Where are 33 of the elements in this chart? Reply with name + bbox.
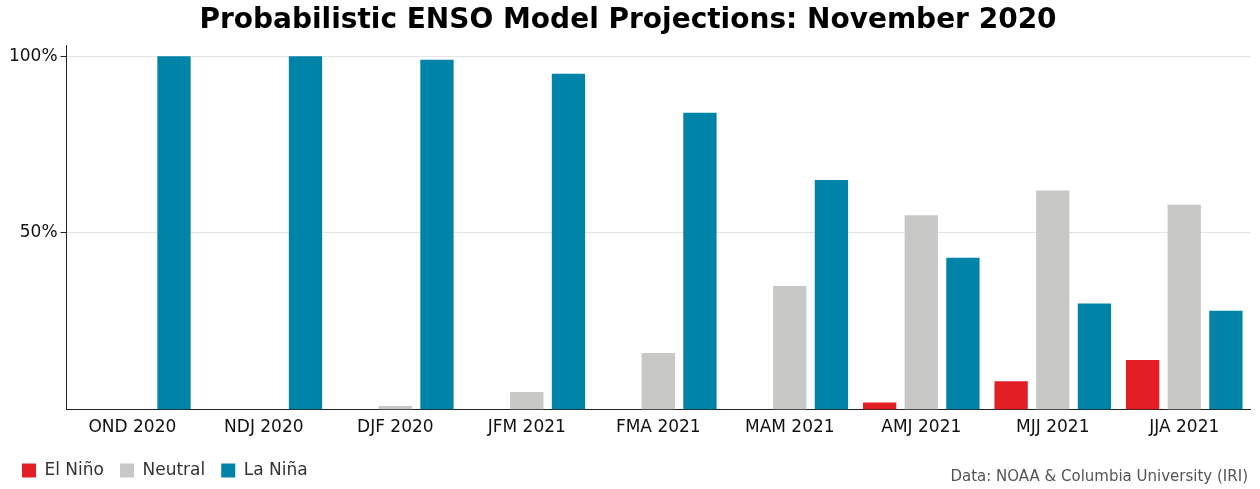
- bar: [157, 56, 191, 410]
- bar: [814, 179, 849, 410]
- x-tick-label: MAM 2021: [744, 416, 835, 437]
- bar: [773, 285, 807, 410]
- bar: [420, 59, 454, 410]
- x-tick-label: NDJ 2020: [224, 416, 304, 437]
- x-tick-label: DJF 2020: [357, 416, 434, 437]
- bar: [1036, 190, 1070, 410]
- bar: [641, 353, 675, 410]
- legend-label: La Niña: [243, 458, 308, 479]
- bar: [551, 73, 586, 410]
- x-tick-label: JFM 2021: [486, 416, 566, 437]
- bar: [946, 257, 980, 410]
- bar: [1167, 204, 1201, 410]
- bar: [683, 112, 717, 410]
- bar: [1125, 360, 1160, 410]
- chart-title: Probabilistic ENSO Model Projections: November 2020: [199, 2, 1057, 36]
- bar: [288, 56, 323, 410]
- bar: [994, 381, 1028, 410]
- bar: [510, 391, 544, 410]
- y-tick-label: 50%: [19, 221, 58, 242]
- x-tick-label: MJJ 2021: [1016, 416, 1090, 437]
- x-tick-label: FMA 2021: [615, 416, 701, 437]
- y-tick-label: 100%: [8, 44, 58, 65]
- x-tick-label: AMJ 2021: [881, 416, 962, 437]
- bar: [1077, 303, 1112, 410]
- legend-label: Neutral: [142, 458, 206, 479]
- text: Data: NOAA & Columbia University (IRI): [950, 467, 1248, 485]
- bar: [904, 215, 938, 410]
- x-tick-label: JJA 2021: [1148, 416, 1220, 437]
- x-tick-label: OND 2020: [88, 416, 177, 437]
- bar: [1209, 310, 1243, 410]
- legend-label: El Niño: [44, 458, 104, 479]
